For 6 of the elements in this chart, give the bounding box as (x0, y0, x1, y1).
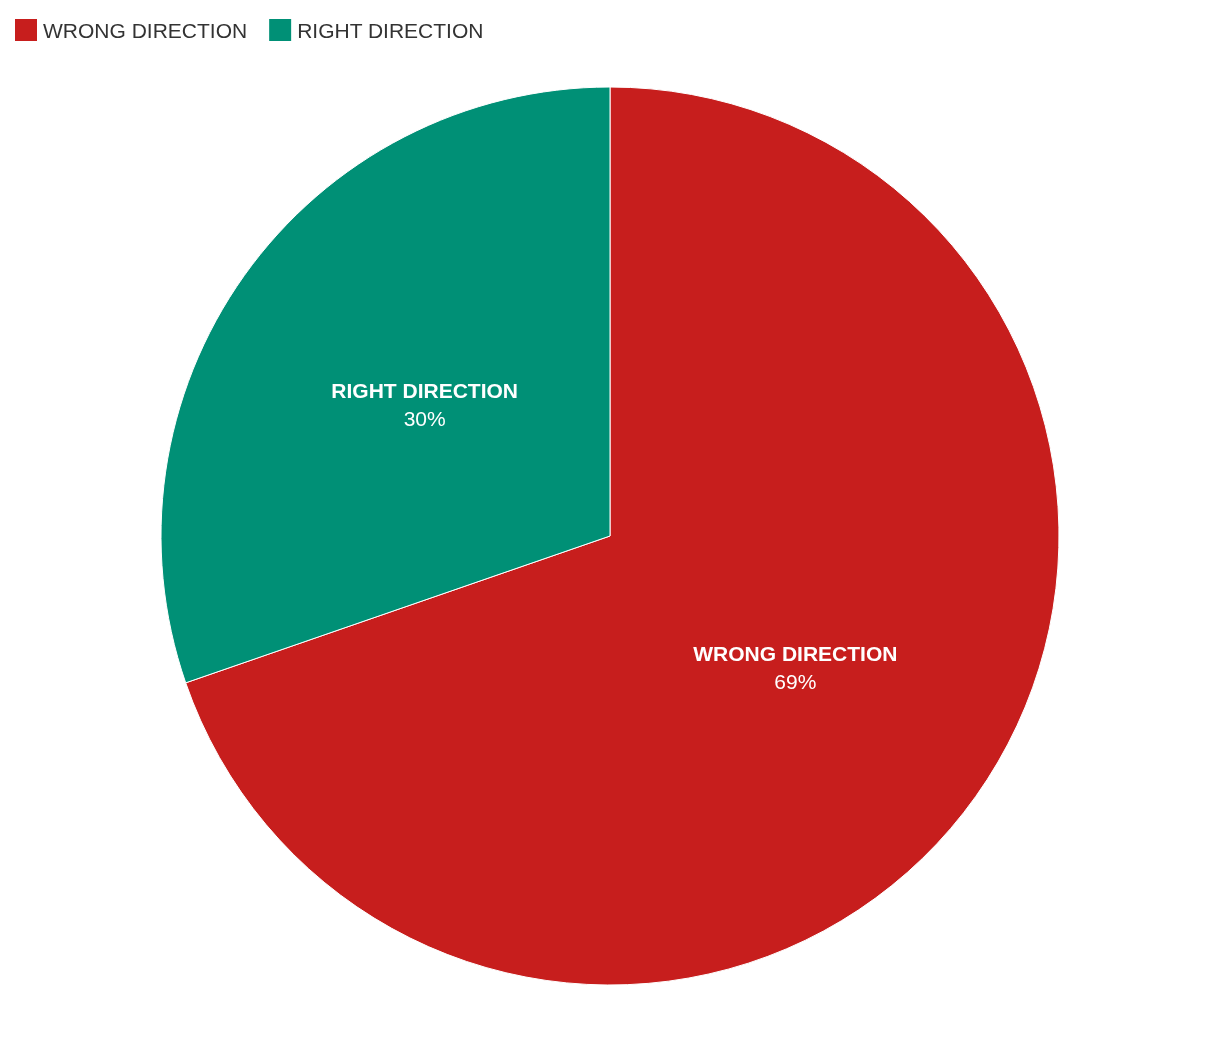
data-label: 30% (403, 406, 446, 430)
slice-label: WRONG DIRECTION (693, 642, 898, 666)
slice-label: RIGHT DIRECTION (331, 378, 519, 402)
data-label: 69% (774, 670, 817, 694)
legend-label: RIGHT DIRECTION (297, 18, 484, 42)
legend-label: WRONG DIRECTION (43, 18, 248, 42)
